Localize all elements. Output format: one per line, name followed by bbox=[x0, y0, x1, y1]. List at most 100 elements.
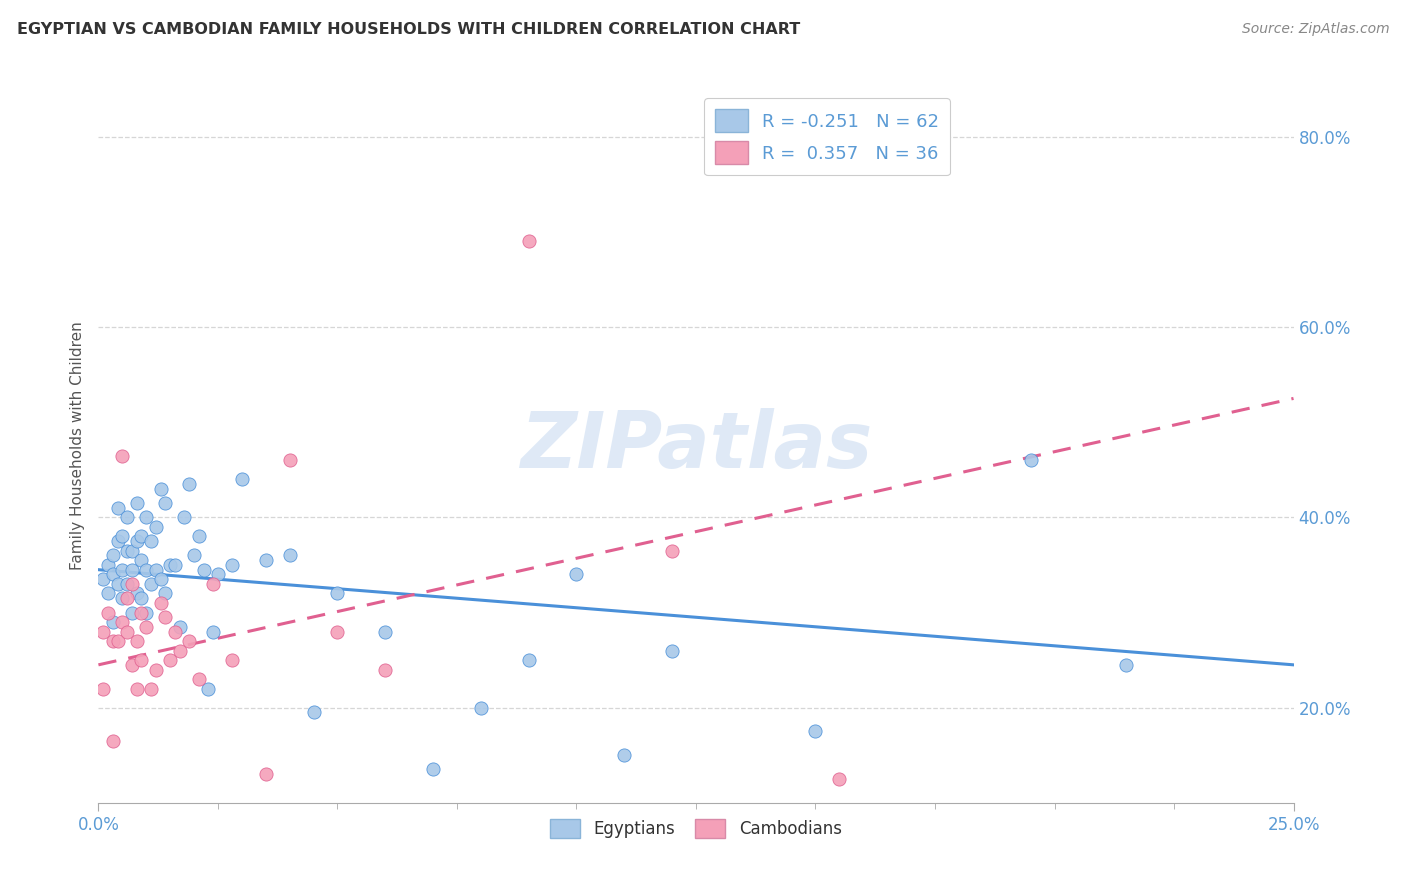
Point bbox=[197, 681, 219, 696]
Point bbox=[187, 529, 209, 543]
Point bbox=[145, 520, 167, 534]
Point bbox=[131, 591, 153, 606]
Text: Source: ZipAtlas.com: Source: ZipAtlas.com bbox=[1241, 22, 1389, 37]
Point bbox=[254, 553, 277, 567]
Point bbox=[163, 624, 186, 639]
Point bbox=[179, 634, 201, 648]
Point bbox=[125, 586, 148, 600]
Point bbox=[149, 572, 172, 586]
Point bbox=[517, 653, 540, 667]
Point bbox=[169, 643, 191, 657]
Point bbox=[121, 606, 143, 620]
Point bbox=[139, 577, 162, 591]
Point bbox=[101, 549, 124, 563]
Point bbox=[121, 657, 143, 672]
Text: ZIPatlas: ZIPatlas bbox=[520, 408, 872, 484]
Point bbox=[107, 500, 129, 515]
Point bbox=[173, 510, 195, 524]
Point bbox=[155, 610, 177, 624]
Point bbox=[135, 620, 157, 634]
Point bbox=[159, 558, 181, 572]
Point bbox=[97, 558, 120, 572]
Point bbox=[107, 634, 129, 648]
Point bbox=[183, 549, 205, 563]
Point bbox=[97, 586, 120, 600]
Point bbox=[149, 596, 172, 610]
Y-axis label: Family Households with Children: Family Households with Children bbox=[69, 322, 84, 570]
Point bbox=[169, 620, 191, 634]
Point bbox=[125, 496, 148, 510]
Point bbox=[661, 643, 683, 657]
Point bbox=[145, 663, 167, 677]
Point bbox=[121, 543, 143, 558]
Point bbox=[374, 663, 396, 677]
Point bbox=[101, 567, 124, 582]
Point bbox=[1115, 657, 1137, 672]
Point bbox=[135, 563, 157, 577]
Point bbox=[565, 567, 588, 582]
Point bbox=[828, 772, 851, 786]
Point bbox=[125, 534, 148, 549]
Point bbox=[111, 615, 134, 629]
Point bbox=[661, 543, 683, 558]
Point bbox=[517, 235, 540, 249]
Point bbox=[121, 577, 143, 591]
Point bbox=[115, 591, 138, 606]
Point bbox=[121, 563, 143, 577]
Point bbox=[135, 510, 157, 524]
Legend: Egyptians, Cambodians: Egyptians, Cambodians bbox=[544, 812, 848, 845]
Point bbox=[613, 748, 636, 763]
Point bbox=[131, 606, 153, 620]
Point bbox=[422, 763, 444, 777]
Point bbox=[111, 529, 134, 543]
Point bbox=[115, 577, 138, 591]
Point bbox=[374, 624, 396, 639]
Point bbox=[115, 624, 138, 639]
Point bbox=[139, 681, 162, 696]
Point bbox=[131, 653, 153, 667]
Point bbox=[202, 577, 225, 591]
Text: EGYPTIAN VS CAMBODIAN FAMILY HOUSEHOLDS WITH CHILDREN CORRELATION CHART: EGYPTIAN VS CAMBODIAN FAMILY HOUSEHOLDS … bbox=[17, 22, 800, 37]
Point bbox=[125, 681, 148, 696]
Point bbox=[179, 477, 201, 491]
Point bbox=[101, 634, 124, 648]
Point bbox=[135, 606, 157, 620]
Point bbox=[125, 634, 148, 648]
Point bbox=[155, 586, 177, 600]
Point bbox=[101, 615, 124, 629]
Point bbox=[111, 449, 134, 463]
Point bbox=[97, 606, 120, 620]
Point bbox=[187, 672, 209, 686]
Point bbox=[948, 843, 970, 857]
Point bbox=[111, 563, 134, 577]
Point bbox=[193, 563, 215, 577]
Point bbox=[163, 558, 186, 572]
Point bbox=[278, 453, 301, 467]
Point bbox=[202, 624, 225, 639]
Point bbox=[221, 653, 243, 667]
Point bbox=[139, 534, 162, 549]
Point bbox=[221, 558, 243, 572]
Point bbox=[804, 724, 827, 739]
Point bbox=[254, 767, 277, 781]
Point bbox=[302, 706, 325, 720]
Point bbox=[1019, 453, 1042, 467]
Point bbox=[131, 553, 153, 567]
Point bbox=[159, 653, 181, 667]
Point bbox=[470, 700, 492, 714]
Point bbox=[131, 529, 153, 543]
Point bbox=[91, 681, 114, 696]
Point bbox=[149, 482, 172, 496]
Point bbox=[155, 496, 177, 510]
Point bbox=[145, 563, 167, 577]
Point bbox=[207, 567, 229, 582]
Point bbox=[115, 543, 138, 558]
Point bbox=[278, 549, 301, 563]
Point bbox=[115, 510, 138, 524]
Point bbox=[107, 534, 129, 549]
Point bbox=[111, 591, 134, 606]
Point bbox=[101, 734, 124, 748]
Point bbox=[107, 577, 129, 591]
Point bbox=[91, 572, 114, 586]
Point bbox=[326, 624, 349, 639]
